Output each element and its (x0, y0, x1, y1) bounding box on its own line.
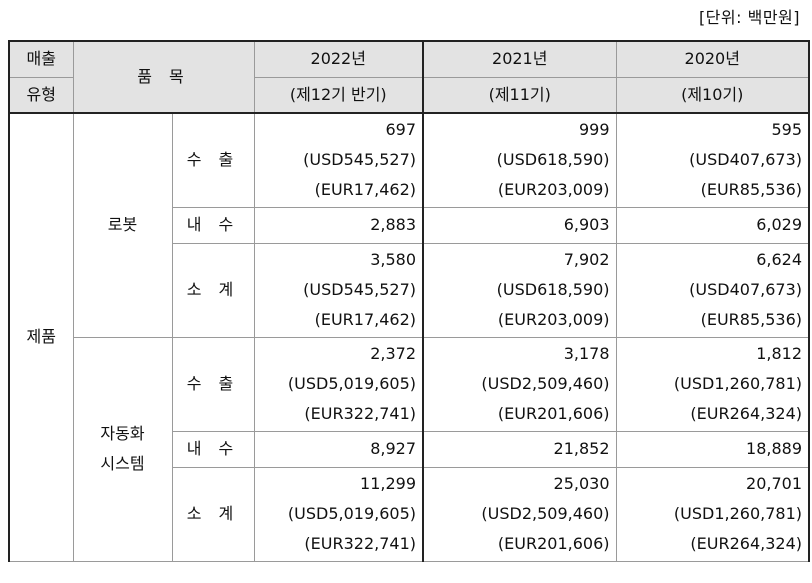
value-cell: 20,701 (USD1,260,781) (EUR264,324) (615, 466, 810, 562)
period-header: (제12기 반기) (253, 76, 424, 114)
period-header: (제10기) (615, 76, 810, 114)
row-label: 수 출 (171, 336, 255, 432)
value-cell: 7,902 (USD618,590) (EUR203,009) (422, 242, 617, 338)
value-cell: 6,903 (422, 206, 617, 244)
period-header: (제11기) (422, 76, 617, 114)
type-header-line2: 유형 (8, 76, 74, 114)
value-cell: 697 (USD545,527) (EUR17,462) (253, 112, 424, 208)
row-label: 내 수 (171, 430, 255, 468)
item-header: 품 목 (72, 40, 255, 114)
value-cell: 6,624 (USD407,673) (EUR85,536) (615, 242, 810, 338)
value-cell: 595 (USD407,673) (EUR85,536) (615, 112, 810, 208)
value-cell: 8,927 (253, 430, 424, 468)
value-cell: 11,299 (USD5,019,605) (EUR322,741) (253, 466, 424, 562)
value-cell: 2,372 (USD5,019,605) (EUR322,741) (253, 336, 424, 432)
value-cell: 3,178 (USD2,509,460) (EUR201,606) (422, 336, 617, 432)
type-header: 매출 (8, 40, 74, 78)
row-label: 수 출 (171, 112, 255, 208)
value-cell: 25,030 (USD2,509,460) (EUR201,606) (422, 466, 617, 562)
year-header: 2022년 (253, 40, 424, 78)
value-cell: 21,852 (422, 430, 617, 468)
group-name: 로봇 (72, 112, 173, 338)
value-cell: 1,812 (USD1,260,781) (EUR264,324) (615, 336, 810, 432)
group-name: 자동화 시스템 (72, 336, 173, 562)
sales-table: 매출 품 목 2022년 2021년 2020년 유형 (제12기 반기) (제… (8, 40, 810, 562)
value-cell: 999 (USD618,590) (EUR203,009) (422, 112, 617, 208)
year-header: 2021년 (422, 40, 617, 78)
row-label: 소 계 (171, 242, 255, 338)
unit-label: [단위: 백만원] (698, 8, 800, 27)
category-cell: 제품 (8, 112, 74, 562)
year-header: 2020년 (615, 40, 810, 78)
value-cell: 18,889 (615, 430, 810, 468)
row-label: 내 수 (171, 206, 255, 244)
value-cell: 6,029 (615, 206, 810, 244)
row-label: 소 계 (171, 466, 255, 562)
value-cell: 3,580 (USD545,527) (EUR17,462) (253, 242, 424, 338)
value-cell: 2,883 (253, 206, 424, 244)
